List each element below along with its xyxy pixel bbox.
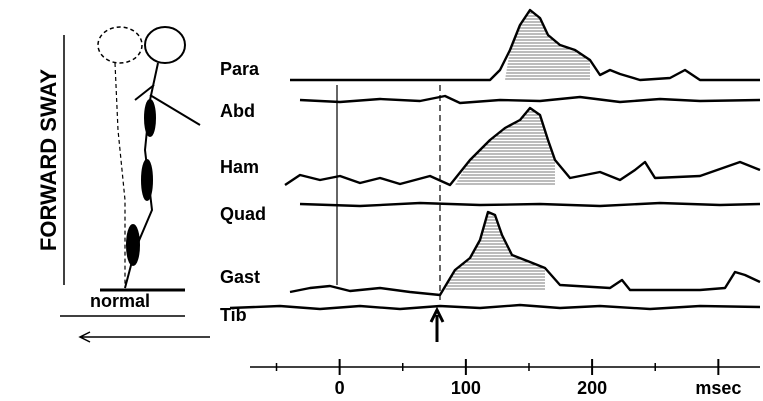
trace-label: Abd <box>220 101 255 121</box>
trace-label: Ham <box>220 157 259 177</box>
side-label: FORWARD SWAY <box>36 69 61 251</box>
x-tick-label: 100 <box>451 378 481 398</box>
trace-label: Tib <box>220 305 247 325</box>
trace-shading <box>505 10 590 80</box>
x-tick-label: msec <box>695 378 741 398</box>
trace <box>229 303 761 311</box>
trace <box>284 106 761 187</box>
onset-arrow <box>429 306 445 342</box>
trace-label: Gast <box>220 267 260 287</box>
posture-label: normal <box>90 291 150 311</box>
trace-label: Quad <box>220 204 266 224</box>
trace-shading <box>445 212 545 290</box>
x-tick-label: 0 <box>335 378 345 398</box>
stick-figure <box>97 26 201 292</box>
trace <box>290 8 760 82</box>
trace-label: Para <box>220 59 260 79</box>
x-tick-label: 200 <box>577 378 607 398</box>
trace-shading <box>455 108 555 185</box>
trace <box>299 94 761 105</box>
direction-arrow <box>78 331 210 343</box>
trace <box>289 210 761 297</box>
trace <box>299 201 761 208</box>
